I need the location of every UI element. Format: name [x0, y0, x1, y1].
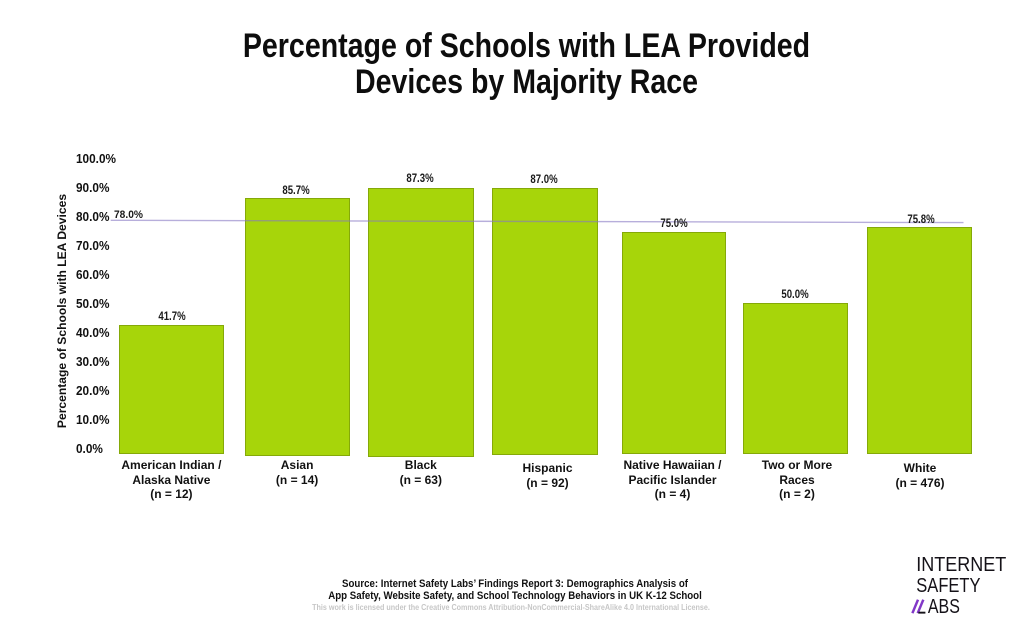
svg-text:INTERNET: INTERNET: [916, 554, 1006, 576]
svg-text:SAFETY: SAFETY: [916, 575, 981, 597]
svg-text:ABS: ABS: [928, 596, 960, 618]
